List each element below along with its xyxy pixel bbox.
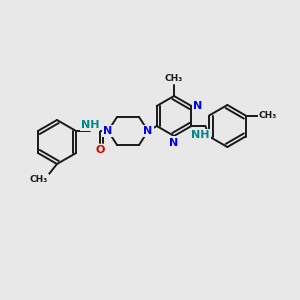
Text: O: O [95,145,105,155]
Text: N: N [169,137,179,148]
Text: CH₃: CH₃ [165,74,183,83]
Text: CH₃: CH₃ [30,175,48,184]
Text: N: N [103,126,113,136]
Text: NH: NH [81,119,99,130]
Text: N: N [193,101,202,111]
Text: NH: NH [191,130,210,140]
Text: N: N [143,126,153,136]
Text: CH₃: CH₃ [259,111,277,120]
